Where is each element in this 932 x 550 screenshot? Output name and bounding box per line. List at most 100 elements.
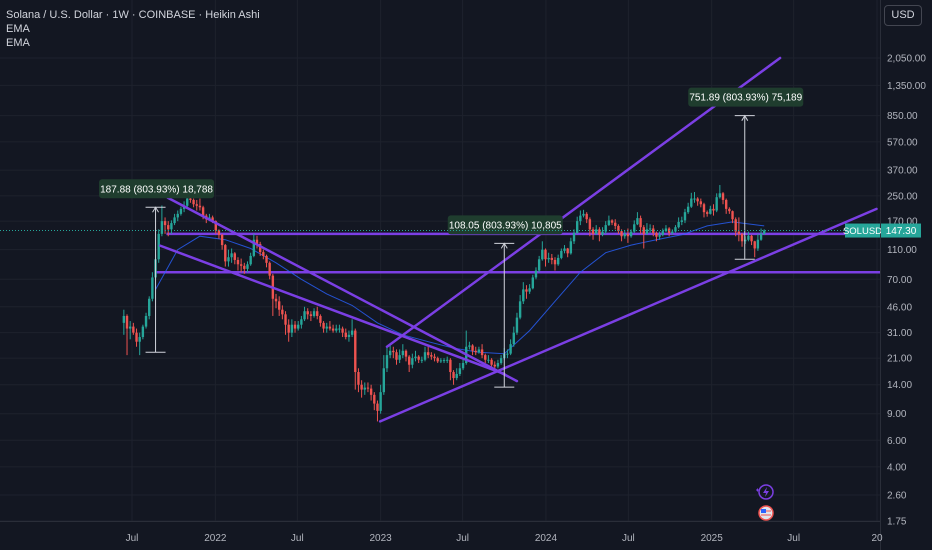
price-tick-label: 21.00 (887, 354, 912, 365)
price-tick-label: 1.75 (887, 517, 907, 528)
candle (731, 210, 734, 224)
price-tick-label: 46.00 (887, 302, 912, 313)
candle (354, 328, 357, 390)
candle (525, 285, 528, 299)
candle (556, 254, 560, 266)
measure-tool[interactable]: 187.88 (803.93%) 18,788 (99, 179, 215, 353)
candle (442, 358, 446, 364)
candle (712, 204, 715, 216)
candle (477, 346, 481, 354)
lightning-icon[interactable] (756, 484, 774, 500)
candle (376, 400, 379, 422)
candle (496, 359, 500, 369)
trendlines[interactable] (158, 56, 878, 423)
candle (230, 248, 233, 263)
candle (737, 217, 741, 242)
trendline[interactable] (158, 244, 506, 376)
candle (702, 202, 706, 218)
candle (417, 355, 420, 364)
candle (411, 353, 414, 369)
candle (198, 198, 202, 211)
candle (227, 249, 230, 267)
candle (759, 228, 763, 241)
candle (661, 228, 664, 237)
candle (167, 221, 170, 237)
measure-label: 187.88 (803.93%) 18,788 (100, 184, 213, 195)
trendline[interactable] (166, 196, 519, 383)
candle (724, 198, 728, 214)
candle (290, 319, 294, 338)
candle (639, 215, 642, 234)
candle (347, 330, 351, 342)
time-tick-label: Jul (787, 533, 800, 544)
indicator-ema-2[interactable]: EMA (6, 37, 30, 49)
candle (319, 314, 322, 327)
candle (734, 217, 737, 237)
candle (715, 193, 718, 213)
measure-label: 108.05 (803.93%) 10,805 (449, 220, 562, 231)
price-axis[interactable]: 2,050.00 1,350.00 850.00 570.00 370.00 250.00… (887, 54, 926, 528)
candle (385, 346, 389, 373)
indicator-ema-1[interactable]: EMA (6, 23, 30, 35)
candle (461, 358, 465, 371)
chart-title[interactable]: Solana / U.S. Dollar · 1W · COINBASE · H… (6, 9, 260, 21)
measure-tool[interactable]: 108.05 (803.93%) 10,805 (447, 215, 563, 388)
price-tick-label: 170.00 (887, 217, 918, 228)
candle (446, 356, 449, 364)
candle (395, 349, 398, 365)
candle (566, 247, 569, 258)
candle (728, 207, 731, 214)
candle (125, 314, 129, 356)
grid-lines (0, 0, 880, 522)
measure-label-bg (99, 179, 215, 199)
time-axis[interactable]: Jul 2022 Jul 2023 Jul 2024 Jul 2025 Jul 20 (126, 533, 883, 544)
trendline[interactable] (378, 207, 878, 423)
measurements[interactable]: 187.88 (803.93%) 18,788 108.05 (803.93%) … (99, 87, 804, 388)
price-tick-label: 31.00 (887, 328, 912, 339)
ema-line (155, 221, 765, 355)
candle (579, 210, 582, 226)
candle (610, 219, 614, 226)
candle (163, 217, 167, 234)
candle (141, 324, 145, 340)
candle (690, 192, 693, 208)
candle (585, 212, 588, 224)
candle (293, 321, 297, 333)
candle (683, 208, 687, 224)
candle (617, 224, 620, 234)
candle (693, 192, 696, 203)
price-tick-label: 2,050.00 (887, 54, 926, 65)
us-flag-icon[interactable] (758, 505, 774, 521)
price-tag: SOLUSD 147.30 (843, 223, 921, 238)
candle (433, 353, 436, 362)
candle (604, 221, 607, 234)
candle (335, 324, 338, 333)
candle (341, 326, 344, 338)
candle (160, 205, 164, 237)
candle (512, 326, 515, 347)
candle (763, 229, 766, 235)
candle (132, 322, 135, 335)
measure-label-bg (447, 215, 563, 235)
candle (360, 380, 363, 398)
candle (239, 258, 243, 273)
candle (407, 355, 411, 373)
candle (274, 293, 278, 309)
candle (271, 273, 275, 316)
candle (265, 254, 268, 268)
candle (325, 322, 328, 333)
candle (614, 219, 617, 230)
candle (709, 205, 712, 215)
candle (598, 227, 601, 242)
candle (439, 358, 443, 364)
measure-tool[interactable]: 751.89 (803.93%) 75,189 (688, 87, 804, 260)
candle (423, 346, 427, 362)
candle (135, 328, 138, 347)
candle (220, 233, 224, 250)
candle (753, 240, 756, 258)
candle (550, 253, 554, 265)
time-tick-label: 2025 (701, 533, 724, 544)
candle (680, 216, 684, 226)
currency-button[interactable]: USD (884, 5, 922, 26)
